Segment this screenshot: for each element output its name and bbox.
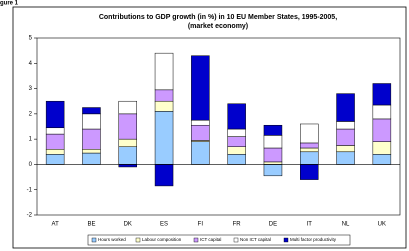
bar-segment <box>191 55 210 121</box>
legend-swatch <box>283 237 289 243</box>
bar-segment <box>263 124 283 136</box>
x-tick-label: ES <box>160 222 168 228</box>
y-tick-label: -2 <box>27 213 33 219</box>
bar-segment <box>263 161 283 165</box>
bar-segment <box>263 147 283 163</box>
bar-segment <box>154 111 174 165</box>
x-tick-label: FI <box>198 222 204 228</box>
bar-segment <box>300 147 319 153</box>
bar-segment <box>372 141 392 155</box>
y-tick-label: 2 <box>29 111 33 117</box>
bar-segment <box>372 154 392 165</box>
bar-segment <box>154 89 174 102</box>
bar-segment <box>82 128 101 150</box>
legend-swatch <box>233 237 239 243</box>
bar-segment <box>336 151 355 165</box>
y-tick-label: 1 <box>29 137 33 143</box>
bar-segment <box>82 113 101 130</box>
bar-segment <box>82 152 101 165</box>
chart-title: Contributions to GDP growth (in %) in 10… <box>99 14 337 21</box>
bar-segment <box>154 164 174 187</box>
bar-segment <box>118 138 137 147</box>
chart-subtitle: (market economy) <box>188 23 248 30</box>
bar-segment <box>336 145 355 153</box>
legend-box <box>87 234 351 246</box>
x-tick-label: BE <box>87 222 95 228</box>
y-tick-label: 4 <box>29 61 33 67</box>
bar-segment <box>336 128 355 146</box>
x-tick-label: DK <box>124 222 132 228</box>
bar-segment <box>263 135 283 149</box>
bar-segment <box>118 113 137 140</box>
bar-segment <box>45 127 65 135</box>
bar-segment <box>227 154 246 165</box>
bar-segment <box>118 164 137 168</box>
bar-segment <box>154 52 174 91</box>
bar-segment <box>300 142 319 149</box>
bar-segment <box>336 93 355 122</box>
y-tick-label: 0 <box>29 162 33 168</box>
bar-segment <box>372 118 392 142</box>
x-tick-label: UK <box>378 222 386 228</box>
bar-segment <box>45 149 65 155</box>
y-tick-label: 5 <box>29 36 33 42</box>
bar-segment <box>118 146 137 165</box>
bar-segment <box>82 107 101 115</box>
y-tick-label: 3 <box>29 86 33 92</box>
x-tick-label: IT <box>307 222 313 228</box>
bar-segment <box>372 104 392 120</box>
bar-segment <box>300 151 319 165</box>
bar-segment <box>227 103 246 130</box>
bar-segment <box>300 164 319 180</box>
bar-segment <box>191 119 210 126</box>
bar-segment <box>154 100 174 112</box>
y-tick-label: -1 <box>27 187 33 193</box>
legend-swatch <box>135 237 141 243</box>
x-tick-label: NL <box>342 222 350 228</box>
legend-swatch <box>193 237 199 243</box>
bar-segment <box>82 149 101 154</box>
bar-segment <box>191 124 210 141</box>
legend-label: Labour composition <box>142 237 182 242</box>
bar-segment <box>227 136 246 147</box>
bar-segment <box>300 123 319 144</box>
legend-label: Multi factor productivity <box>290 237 337 242</box>
bar-segment <box>372 83 392 106</box>
legend-swatch <box>91 237 97 243</box>
bar-segment <box>118 100 137 115</box>
bar-segment <box>191 141 210 165</box>
bar-segment <box>45 154 65 165</box>
x-tick-label: FR <box>233 222 242 228</box>
bar-segment <box>45 100 65 129</box>
legend-label: Hours worked <box>98 237 126 242</box>
legend-label: Non ICT capital <box>240 237 271 242</box>
bar-segment <box>227 128 246 137</box>
bar-segment <box>227 146 246 155</box>
bar-segment <box>263 164 283 177</box>
legend-label: ICT capital <box>200 237 221 242</box>
bar-segment <box>45 133 65 150</box>
x-tick-label: AT <box>52 222 60 228</box>
figure-label: gure 1 <box>0 1 19 7</box>
x-tick-label: DE <box>269 222 277 228</box>
bar-segment <box>336 121 355 130</box>
